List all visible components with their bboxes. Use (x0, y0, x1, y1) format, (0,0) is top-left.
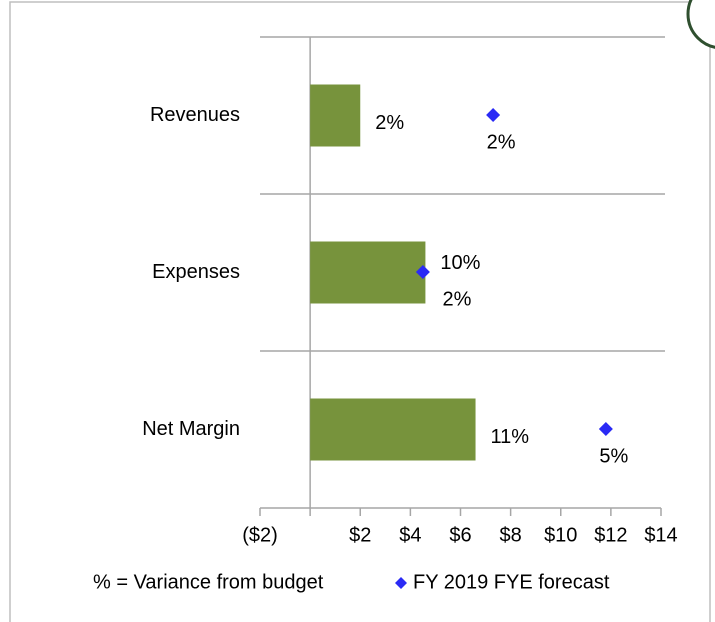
x-tick-label: $2 (349, 524, 371, 546)
corner-badge (686, 0, 715, 49)
forecast-marker (486, 108, 501, 122)
forecast-annotation: 5% (599, 445, 628, 467)
x-tick-label: $10 (544, 524, 577, 546)
bar (310, 398, 476, 461)
y-tick-label: Net Margin (142, 418, 240, 440)
bar-annotation: 11% (491, 426, 530, 448)
forecast-annotation: 2% (442, 288, 471, 310)
bar (310, 84, 361, 147)
legend-marker (395, 577, 407, 589)
x-tick-label: ($2) (242, 524, 278, 546)
bar-annotation: 2% (375, 112, 404, 134)
bar-annotation: 10% (440, 252, 480, 274)
x-tick-label: $8 (500, 524, 522, 546)
y-tick-label: Revenues (150, 104, 240, 126)
bar (310, 241, 426, 304)
legend-label: FY 2019 FYE forecast (413, 571, 610, 593)
y-tick-label: Expenses (152, 261, 240, 283)
forecast-annotation: 2% (487, 131, 516, 153)
forecast-marker (598, 422, 613, 436)
x-tick-label: $6 (449, 524, 471, 546)
x-tick-label: $14 (644, 524, 677, 546)
legend-label: % = Variance from budget (93, 571, 324, 593)
x-tick-label: $12 (594, 524, 627, 546)
forecast-marker (415, 265, 430, 279)
x-tick-label: $4 (399, 524, 421, 546)
